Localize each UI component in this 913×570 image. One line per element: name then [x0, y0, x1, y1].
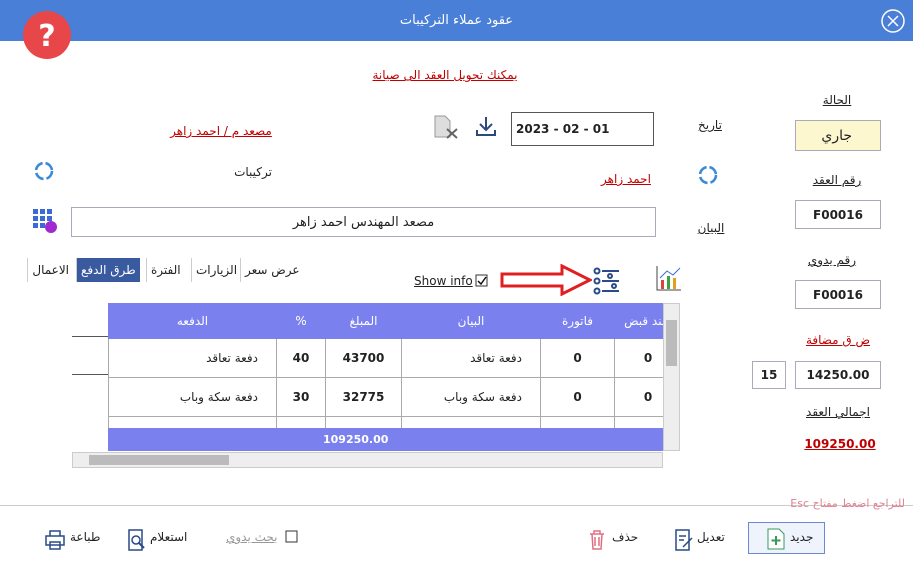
- column-header: البيان: [401, 303, 541, 339]
- column-header: %: [276, 303, 326, 339]
- manual-search-label[interactable]: بحث يدوي: [226, 530, 278, 544]
- total-row: 109250.00: [108, 428, 663, 451]
- show-info-label[interactable]: Show info: [414, 274, 473, 288]
- tab-active[interactable]: طرق الدفع: [76, 258, 140, 282]
- new-label[interactable]: جديد: [790, 530, 814, 544]
- table-cell: 0: [540, 416, 615, 428]
- help-icon[interactable]: ?: [22, 10, 72, 60]
- delete-button[interactable]: حذف: [612, 530, 639, 544]
- svg-text:?: ?: [38, 19, 55, 54]
- refresh-icon[interactable]: [697, 164, 719, 186]
- table-cell: 40: [276, 338, 326, 378]
- column-header: فاتورة: [540, 303, 615, 339]
- status-select[interactable]: جاري: [795, 120, 881, 151]
- query-button[interactable]: استعلام: [150, 530, 188, 544]
- edit-icon: [675, 529, 693, 551]
- delete-file-icon[interactable]: [432, 114, 460, 140]
- table-row: 0 0 دفعة تعاقد 43700 40 دفعة تعاقد: [108, 338, 663, 378]
- engineer-link[interactable]: مصعد م / احمد زاهر: [170, 124, 272, 138]
- title-bar: [0, 0, 913, 41]
- column-header: سند قبض: [614, 303, 663, 339]
- vat-rate-input[interactable]: 15: [752, 361, 786, 389]
- statement-label: البيان: [697, 221, 725, 235]
- columns-icon[interactable]: [592, 266, 622, 296]
- row-marker: [72, 336, 108, 375]
- table-cell: دفعة سكة وباب: [108, 377, 277, 417]
- column-header: الدفعه: [108, 303, 277, 339]
- tab[interactable]: عرض سعر: [240, 258, 304, 282]
- window-title: عقود عملاء التركيبات: [399, 13, 514, 28]
- contract-no-label: رقم العقد: [812, 173, 862, 187]
- tab[interactable]: الاعمال: [27, 258, 73, 282]
- vat-value-input[interactable]: 14250.00: [795, 361, 881, 389]
- close-button[interactable]: [880, 8, 906, 34]
- table-cell: 0: [614, 338, 663, 378]
- table-cell: دفعة تعاقد: [108, 338, 277, 378]
- table-row: 0 0 دفعة سكة وباب 32775 30 دفعة سكة وباب: [108, 377, 663, 417]
- date-label: تاريخ: [698, 118, 722, 132]
- total-value: 109250.00: [804, 437, 876, 451]
- manual-no-label: رقم يدوي: [807, 253, 857, 267]
- new-icon: [767, 528, 785, 550]
- new-button[interactable]: [748, 522, 825, 554]
- type-label: تركيبات: [234, 165, 272, 179]
- horizontal-scrollbar[interactable]: [72, 452, 663, 468]
- grid-icon[interactable]: [32, 208, 58, 234]
- chart-icon[interactable]: [655, 264, 683, 292]
- print-icon: [45, 530, 65, 550]
- print-button[interactable]: طباعة: [70, 530, 101, 544]
- table-cell: 43700: [325, 338, 402, 378]
- separator: [0, 505, 913, 506]
- table-cell: دفعة تنفيذ اعمال: [401, 416, 541, 428]
- table-cell: 32775: [325, 377, 402, 417]
- date-picker[interactable]: 2023 - 02 - 01: [511, 112, 654, 146]
- vat-label: ض ق مضافة: [805, 333, 871, 347]
- statement-input[interactable]: مصعد المهندس احمد زاهر: [71, 207, 656, 237]
- refresh-icon[interactable]: [33, 160, 55, 182]
- edit-button[interactable]: تعديل: [697, 530, 725, 544]
- convert-link[interactable]: يمكنك تحويل العقد الى صيانة: [372, 68, 518, 82]
- table-cell: 20: [276, 416, 326, 428]
- status-label: الحالة: [822, 93, 852, 107]
- table-cell: 0: [540, 338, 615, 378]
- table-total: 109250.00: [323, 433, 389, 446]
- table-cell: 0: [614, 377, 663, 417]
- red-arrow: [500, 264, 592, 296]
- download-icon[interactable]: [474, 114, 498, 138]
- total-label: اجمالي العقد: [806, 405, 870, 419]
- esc-hint: للتراجع اضغط مفتاح Esc: [790, 497, 905, 510]
- table-cell: 0: [614, 416, 663, 428]
- column-header: المبلغ: [325, 303, 402, 339]
- show-info-checkbox[interactable]: [475, 274, 489, 288]
- table-cell: دفعة تنفيذ اعمال: [108, 416, 277, 428]
- contract-no-input[interactable]: F00016: [795, 200, 881, 229]
- table-cell: 30: [276, 377, 326, 417]
- tab[interactable]: الفترة: [146, 258, 185, 282]
- manual-no-input[interactable]: F00016: [795, 280, 881, 309]
- vertical-scrollbar[interactable]: [663, 303, 680, 451]
- table-cell: 21850: [325, 416, 402, 428]
- table-cell: 0: [540, 377, 615, 417]
- table-cell: دفعة سكة وباب: [401, 377, 541, 417]
- manual-search-checkbox[interactable]: [285, 530, 299, 544]
- query-icon: [128, 529, 145, 551]
- table-cell: دفعة تعاقد: [401, 338, 541, 378]
- tab[interactable]: الزيارات: [191, 258, 241, 282]
- delete-icon: [590, 530, 604, 550]
- client-link[interactable]: احمد زاهر: [601, 172, 651, 186]
